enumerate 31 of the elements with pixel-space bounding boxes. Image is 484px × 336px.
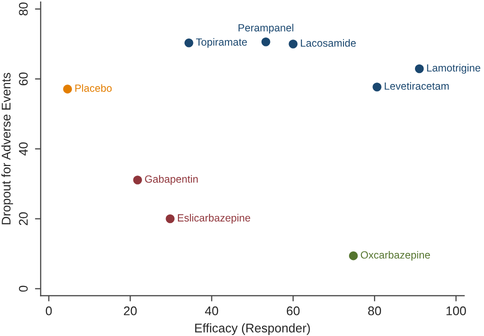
series-label: Oxcarbazepine bbox=[360, 250, 430, 261]
x-tick-label: 20 bbox=[124, 306, 137, 316]
x-tick-label: 60 bbox=[286, 306, 300, 316]
y-axis-title: Dropout for Adverse Events bbox=[1, 72, 14, 224]
series-label: Topiramate bbox=[196, 38, 247, 48]
y-tick-label: 60 bbox=[18, 72, 28, 86]
series-label: Lacosamide bbox=[300, 39, 356, 47]
y-tick-label: 80 bbox=[18, 2, 28, 16]
point bbox=[414, 64, 424, 74]
point bbox=[288, 40, 298, 48]
point bbox=[261, 37, 270, 46]
x-tick-label: 100 bbox=[446, 306, 466, 316]
series-label: Eslicarbazepine bbox=[178, 214, 250, 224]
y-tick-label: 40 bbox=[18, 142, 28, 156]
x-tick-label: 0 bbox=[46, 306, 52, 316]
point bbox=[166, 214, 175, 224]
x-tick-label: 80 bbox=[368, 306, 382, 316]
series-label: Placebo bbox=[75, 84, 112, 92]
point bbox=[184, 38, 194, 48]
series-label: Levetiracetam bbox=[384, 82, 449, 90]
point bbox=[372, 82, 382, 92]
point bbox=[133, 176, 142, 184]
y-tick-label: 20 bbox=[18, 212, 28, 226]
point bbox=[349, 251, 358, 260]
series-label: Gabapentin bbox=[145, 175, 198, 185]
series-label: Perampanel bbox=[238, 24, 294, 34]
point bbox=[63, 84, 72, 94]
series-label: Lamotrigine bbox=[427, 64, 480, 74]
x-tick-label: 40 bbox=[205, 306, 218, 316]
y-tick-label: 0 bbox=[18, 286, 28, 292]
x-axis-title: Efficacy (Responder) bbox=[195, 323, 310, 335]
